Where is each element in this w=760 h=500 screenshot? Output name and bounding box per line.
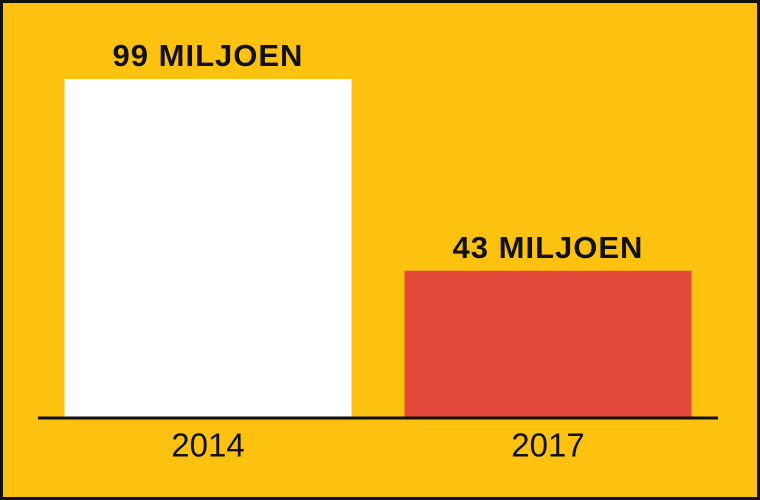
x-tick-label: 2014	[171, 427, 244, 464]
value-label: 43 MILJOEN	[453, 230, 644, 265]
bar	[404, 270, 692, 418]
x-tick-label: 2017	[511, 427, 584, 464]
bar	[64, 79, 352, 418]
value-label: 99 MILJOEN	[113, 38, 304, 73]
